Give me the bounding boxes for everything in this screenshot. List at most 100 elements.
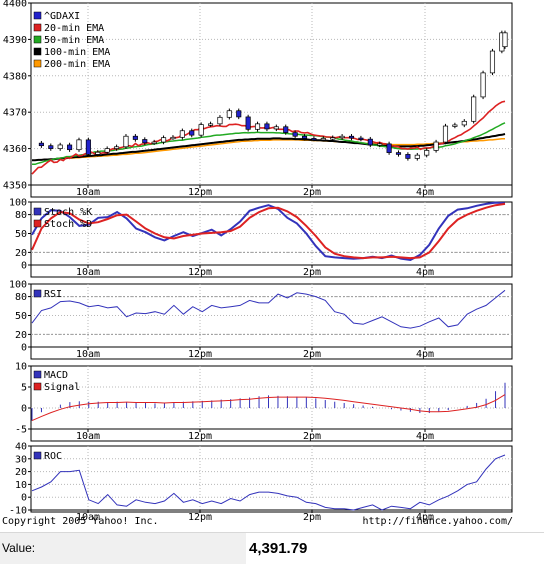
candle-body (292, 132, 298, 137)
y-tick-label: 4400 (3, 0, 27, 10)
candle-body (48, 145, 54, 149)
x-tick-label: 2pm (303, 512, 321, 523)
x-tick-label: 10am (76, 187, 100, 198)
candle-body (132, 135, 138, 140)
candle-body (283, 126, 289, 133)
legend-swatch (33, 382, 42, 391)
legend-swatch (33, 47, 42, 56)
x-tick-label: 12pm (188, 349, 212, 360)
y-tick-label: -10 (9, 506, 27, 517)
x-tick-label: 2pm (303, 349, 321, 360)
y-tick-label: 20 (15, 248, 27, 259)
legend-item: MACD (44, 370, 68, 381)
candle-body (461, 120, 467, 126)
x-tick-label: 10am (76, 512, 100, 523)
legend-swatch (33, 11, 42, 20)
y-tick-label: 40 (15, 442, 27, 453)
value-label: Value: (0, 533, 246, 564)
x-axis-band (30, 346, 513, 360)
legend-item: 50-min EMA (44, 35, 104, 46)
x-tick-label: 2pm (303, 431, 321, 442)
signal-line (31, 394, 506, 422)
candle-body (76, 139, 82, 151)
rsi-line (31, 289, 506, 329)
candle-body (114, 146, 120, 149)
candle-body (151, 141, 157, 144)
legend-item: Stoch %K (44, 207, 92, 218)
x-tick-label: 10am (76, 267, 100, 278)
candle-body (217, 116, 223, 125)
candle-body (170, 136, 176, 140)
x-tick-label: 12pm (188, 267, 212, 278)
source-url[interactable]: http://finance.yahoo.com/ (362, 516, 513, 527)
legend-item: 100-min EMA (44, 47, 110, 58)
x-tick-label: 4pm (416, 187, 434, 198)
candle-body (301, 135, 308, 139)
x-tick-label: 12pm (188, 431, 212, 442)
y-tick-label: 10 (15, 480, 27, 491)
ema200-line (32, 138, 505, 161)
y-tick-label: 4370 (3, 108, 27, 119)
candle-body (489, 50, 496, 74)
candle-body (104, 148, 110, 153)
legend-swatch (33, 219, 42, 228)
y-tick-label: 4350 (3, 181, 27, 192)
candle-body (348, 135, 355, 139)
x-tick-label: 4pm (416, 431, 434, 442)
legend-swatch (33, 451, 42, 460)
candle-body (264, 123, 270, 130)
x-tick-label: 2pm (303, 267, 321, 278)
stoch-k-line (31, 201, 506, 262)
x-tick-label: 4pm (416, 349, 434, 360)
y-tick-label: 10 (15, 362, 27, 373)
candle-body (142, 139, 148, 144)
candle-body (414, 154, 420, 159)
ema100-line (32, 133, 506, 162)
candle-body (480, 72, 486, 98)
x-axis-band (30, 184, 513, 198)
x-tick-label: 10am (76, 349, 100, 360)
roc-line (31, 454, 506, 511)
legend-swatch (33, 370, 42, 379)
x-tick-label: 2pm (303, 187, 321, 198)
candle-body (245, 116, 251, 130)
legend-item: ^GDAXI (44, 11, 80, 22)
x-axis-band (30, 264, 513, 278)
candle-body (395, 152, 402, 155)
candle-body (38, 142, 44, 147)
candle-body (502, 32, 508, 48)
legend-item: 200-min EMA (44, 59, 110, 70)
value-row: Value: 4,391.79 (0, 532, 544, 564)
candle-body (198, 124, 204, 136)
legend-swatch (33, 23, 42, 32)
copyright-text: Copyright 2005 Yahoo! Inc. (2, 516, 159, 527)
y-tick-label: -5 (15, 425, 27, 436)
candle-body (123, 135, 129, 148)
legend-swatch (33, 289, 42, 298)
candle-body (442, 125, 449, 143)
legend-swatch (33, 35, 42, 44)
y-tick-label: 30 (15, 454, 27, 465)
candle-body (471, 96, 477, 122)
y-tick-label: 50 (15, 229, 27, 240)
candle-body (311, 138, 317, 141)
y-tick-label: 5 (21, 383, 27, 394)
candle-body (95, 151, 101, 155)
x-tick-label: 4pm (416, 267, 434, 278)
candle-body (433, 141, 439, 151)
candle-body (330, 137, 336, 140)
legend-swatch (33, 207, 42, 216)
plot-frame (30, 445, 513, 511)
candle-body (377, 143, 383, 146)
y-tick-label: 0 (21, 404, 27, 415)
x-tick-label: 4pm (416, 512, 434, 523)
legend-item: Signal (44, 382, 80, 393)
candle-body (226, 110, 232, 118)
candle-body (424, 150, 430, 156)
y-tick-label: 80 (15, 292, 27, 303)
panel-0: 4350 4360 4370 4380 4390 4400 10am 12pm 2pm 4pm ^G… (3, 0, 513, 198)
legend-item: Stoch %D (44, 219, 92, 230)
